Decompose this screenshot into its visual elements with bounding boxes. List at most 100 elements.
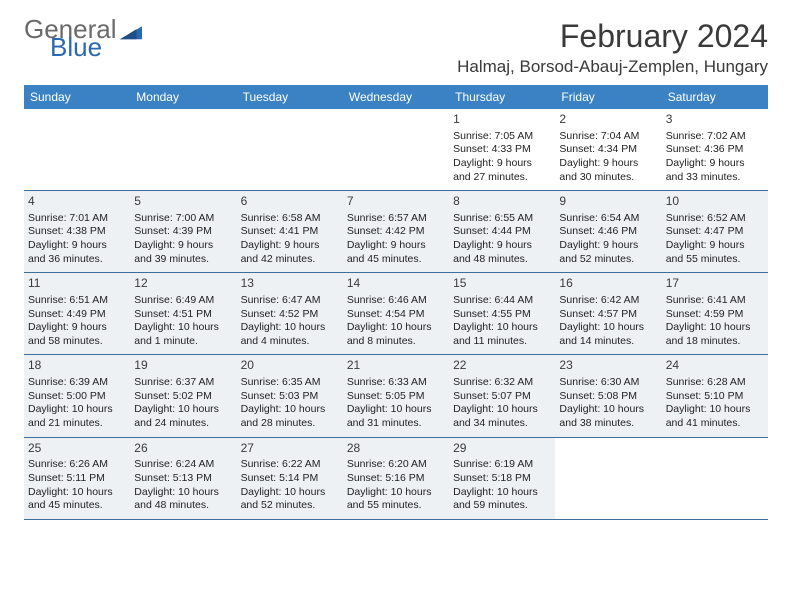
day-header-row: Sunday Monday Tuesday Wednesday Thursday…: [24, 85, 768, 109]
day-info-line: and 52 minutes.: [559, 253, 657, 267]
day-info-line: Sunset: 5:11 PM: [28, 472, 126, 486]
day-info-line: Sunrise: 6:19 AM: [453, 458, 551, 472]
day-number: 10: [666, 194, 764, 210]
day-cell: 25Sunrise: 6:26 AMSunset: 5:11 PMDayligh…: [24, 438, 130, 519]
day-info-line: and 55 minutes.: [347, 499, 445, 513]
day-info-line: Sunset: 4:33 PM: [453, 143, 551, 157]
day-info-line: Daylight: 9 hours: [453, 239, 551, 253]
day-info-line: Daylight: 9 hours: [347, 239, 445, 253]
week-row: 1Sunrise: 7:05 AMSunset: 4:33 PMDaylight…: [24, 109, 768, 191]
week-row: 25Sunrise: 6:26 AMSunset: 5:11 PMDayligh…: [24, 438, 768, 520]
day-info-line: Sunset: 5:07 PM: [453, 390, 551, 404]
weeks-container: 1Sunrise: 7:05 AMSunset: 4:33 PMDaylight…: [24, 109, 768, 520]
day-number: 13: [241, 276, 339, 292]
day-info-line: Sunset: 4:49 PM: [28, 308, 126, 322]
day-info-line: and 42 minutes.: [241, 253, 339, 267]
day-info-line: and 48 minutes.: [134, 499, 232, 513]
day-info-line: Daylight: 9 hours: [453, 157, 551, 171]
day-info-line: Daylight: 9 hours: [28, 239, 126, 253]
day-info-line: Sunset: 5:14 PM: [241, 472, 339, 486]
day-info-line: Sunrise: 6:24 AM: [134, 458, 232, 472]
day-cell: 24Sunrise: 6:28 AMSunset: 5:10 PMDayligh…: [662, 355, 768, 436]
logo-text-2: Blue: [50, 36, 102, 58]
day-info-line: Sunset: 4:39 PM: [134, 225, 232, 239]
day-number: 15: [453, 276, 551, 292]
day-info-line: and 39 minutes.: [134, 253, 232, 267]
day-info-line: Sunset: 4:36 PM: [666, 143, 764, 157]
day-info-line: and 55 minutes.: [666, 253, 764, 267]
day-info-line: Daylight: 10 hours: [347, 486, 445, 500]
day-header: Tuesday: [237, 85, 343, 109]
day-info-line: and 14 minutes.: [559, 335, 657, 349]
day-info-line: Sunset: 4:51 PM: [134, 308, 232, 322]
day-cell: [24, 109, 130, 190]
day-info-line: Sunrise: 6:52 AM: [666, 212, 764, 226]
day-info-line: Sunset: 4:38 PM: [28, 225, 126, 239]
day-info-line: Sunset: 4:42 PM: [347, 225, 445, 239]
day-info-line: Sunset: 4:59 PM: [666, 308, 764, 322]
day-info-line: Sunrise: 7:04 AM: [559, 130, 657, 144]
day-info-line: Daylight: 10 hours: [28, 486, 126, 500]
day-cell: 17Sunrise: 6:41 AMSunset: 4:59 PMDayligh…: [662, 273, 768, 354]
day-cell: [555, 438, 661, 519]
day-number: 1: [453, 112, 551, 128]
day-cell: 19Sunrise: 6:37 AMSunset: 5:02 PMDayligh…: [130, 355, 236, 436]
day-info-line: Daylight: 9 hours: [666, 239, 764, 253]
day-info-line: Sunset: 5:18 PM: [453, 472, 551, 486]
day-info-line: and 11 minutes.: [453, 335, 551, 349]
logo-triangle-icon: [120, 22, 142, 40]
day-info-line: and 4 minutes.: [241, 335, 339, 349]
day-info-line: and 38 minutes.: [559, 417, 657, 431]
day-info-line: Sunset: 5:05 PM: [347, 390, 445, 404]
day-number: 18: [28, 358, 126, 374]
day-info-line: and 28 minutes.: [241, 417, 339, 431]
day-info-line: Sunrise: 6:33 AM: [347, 376, 445, 390]
day-cell: 29Sunrise: 6:19 AMSunset: 5:18 PMDayligh…: [449, 438, 555, 519]
day-number: 16: [559, 276, 657, 292]
day-info-line: and 31 minutes.: [347, 417, 445, 431]
day-info-line: Sunset: 5:00 PM: [28, 390, 126, 404]
day-info-line: Daylight: 10 hours: [453, 486, 551, 500]
day-header: Monday: [130, 85, 236, 109]
day-number: 26: [134, 441, 232, 457]
day-info-line: Sunrise: 6:58 AM: [241, 212, 339, 226]
day-number: 29: [453, 441, 551, 457]
day-info-line: and 52 minutes.: [241, 499, 339, 513]
day-info-line: Sunset: 4:52 PM: [241, 308, 339, 322]
day-number: 17: [666, 276, 764, 292]
day-header: Friday: [555, 85, 661, 109]
day-info-line: Sunset: 5:02 PM: [134, 390, 232, 404]
day-cell: 18Sunrise: 6:39 AMSunset: 5:00 PMDayligh…: [24, 355, 130, 436]
day-info-line: Daylight: 10 hours: [241, 486, 339, 500]
day-info-line: Daylight: 10 hours: [666, 403, 764, 417]
day-info-line: and 30 minutes.: [559, 171, 657, 185]
day-cell: 8Sunrise: 6:55 AMSunset: 4:44 PMDaylight…: [449, 191, 555, 272]
day-number: 23: [559, 358, 657, 374]
day-cell: 7Sunrise: 6:57 AMSunset: 4:42 PMDaylight…: [343, 191, 449, 272]
day-number: 19: [134, 358, 232, 374]
day-cell: 21Sunrise: 6:33 AMSunset: 5:05 PMDayligh…: [343, 355, 449, 436]
day-info-line: Sunrise: 6:57 AM: [347, 212, 445, 226]
week-row: 4Sunrise: 7:01 AMSunset: 4:38 PMDaylight…: [24, 191, 768, 273]
day-info-line: Sunset: 5:16 PM: [347, 472, 445, 486]
day-number: 8: [453, 194, 551, 210]
day-info-line: Sunrise: 6:20 AM: [347, 458, 445, 472]
day-info-line: Daylight: 10 hours: [347, 321, 445, 335]
title-block: February 2024 Halmaj, Borsod-Abauj-Zempl…: [457, 18, 768, 77]
day-info-line: and 18 minutes.: [666, 335, 764, 349]
day-cell: [237, 109, 343, 190]
day-info-line: Sunset: 4:44 PM: [453, 225, 551, 239]
day-info-line: and 24 minutes.: [134, 417, 232, 431]
day-info-line: and 1 minute.: [134, 335, 232, 349]
day-number: 24: [666, 358, 764, 374]
day-number: 22: [453, 358, 551, 374]
day-header: Thursday: [449, 85, 555, 109]
day-info-line: Sunrise: 7:01 AM: [28, 212, 126, 226]
day-info-line: and 48 minutes.: [453, 253, 551, 267]
day-header: Wednesday: [343, 85, 449, 109]
day-cell: 11Sunrise: 6:51 AMSunset: 4:49 PMDayligh…: [24, 273, 130, 354]
day-cell: 26Sunrise: 6:24 AMSunset: 5:13 PMDayligh…: [130, 438, 236, 519]
day-info-line: Sunset: 4:55 PM: [453, 308, 551, 322]
day-cell: 6Sunrise: 6:58 AMSunset: 4:41 PMDaylight…: [237, 191, 343, 272]
day-info-line: Sunrise: 6:44 AM: [453, 294, 551, 308]
